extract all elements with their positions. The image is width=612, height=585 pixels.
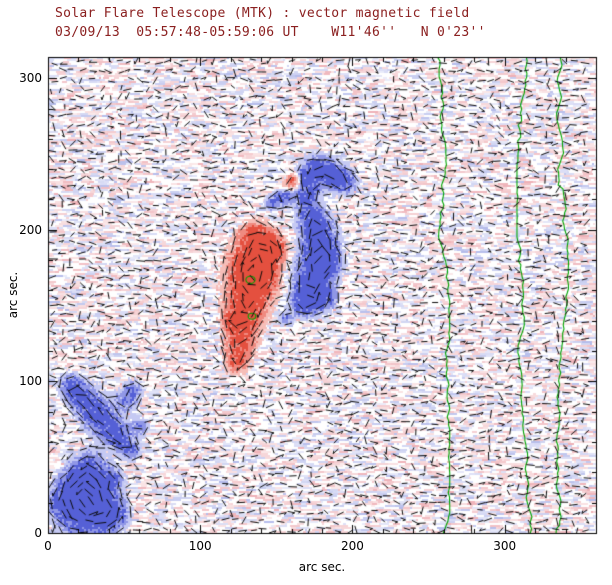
plot-title: Solar Flare Telescope (MTK) : vector mag… [55, 6, 470, 21]
x-tick-label: 300 [493, 539, 517, 553]
y-axis-ticks: 0 100 200 300 [0, 0, 42, 585]
x-axis-label: arc sec. [298, 560, 346, 574]
y-tick-label: 200 [19, 222, 42, 237]
x-axis-ticks: 0 100 200 300 [0, 539, 612, 555]
y-tick-label: 300 [19, 71, 42, 86]
x-tick-label: 100 [188, 539, 212, 553]
x-tick-label: 200 [340, 539, 364, 553]
y-axis-label: arc sec. [6, 271, 20, 319]
plot-subtitle: 03/09/13 05:57:48-05:59:06 UT W11'46'' N… [55, 25, 486, 40]
y-tick-label: 0 [34, 526, 42, 540]
x-tick-label: 0 [44, 539, 52, 553]
y-tick-label: 100 [19, 374, 42, 389]
